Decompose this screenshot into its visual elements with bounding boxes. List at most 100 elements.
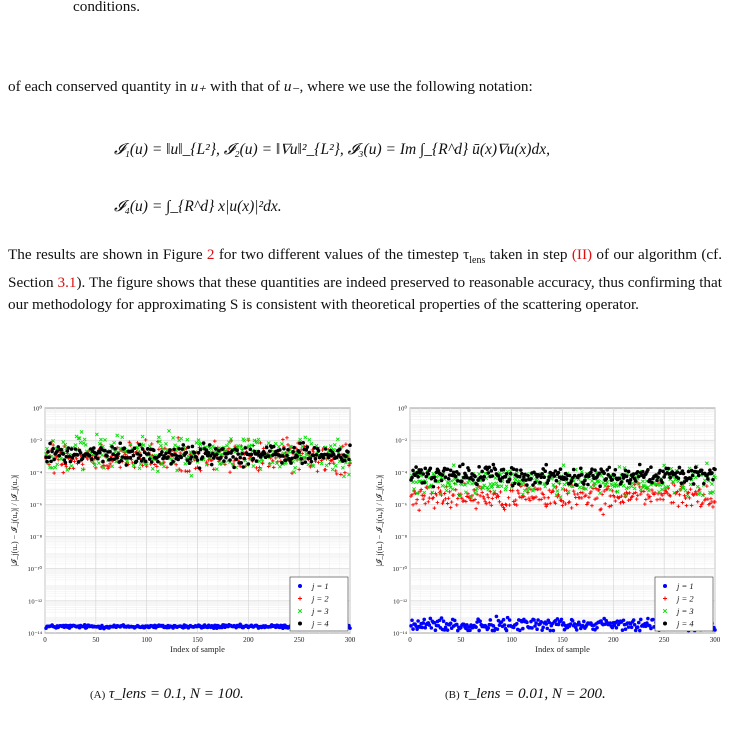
data-point	[94, 432, 99, 437]
data-point	[423, 466, 428, 471]
data-point	[234, 457, 238, 462]
data-point	[75, 453, 80, 457]
data-point	[67, 454, 72, 459]
data-point	[305, 445, 310, 449]
data-point	[556, 470, 561, 475]
y-tick-label: 10⁰	[398, 405, 408, 413]
data-point	[186, 445, 191, 450]
data-point	[144, 464, 149, 468]
data-point	[606, 472, 611, 477]
data-point	[179, 436, 184, 441]
data-point	[635, 469, 640, 474]
data-point	[607, 465, 612, 470]
data-point	[61, 452, 66, 456]
data-point	[183, 461, 188, 466]
scatter-plot-a: 10⁻¹⁴ 10⁻¹² 10⁻¹⁰ 10⁻⁸ 10⁻⁶ 10⁻⁴ 10⁻² 10⁰ 0 50 100…	[10, 405, 356, 655]
data-point	[341, 474, 346, 479]
data-point	[72, 459, 77, 464]
data-point	[461, 462, 465, 467]
data-point	[653, 490, 657, 495]
data-point	[311, 464, 316, 468]
data-point	[465, 475, 469, 480]
caption-b: (B) τ_lens = 0.01, N = 200.	[445, 686, 606, 703]
data-point	[292, 470, 297, 474]
data-point	[147, 457, 152, 461]
data-point	[643, 502, 647, 506]
data-point	[443, 625, 448, 630]
data-point	[227, 446, 231, 451]
data-point	[484, 501, 489, 506]
data-point	[617, 464, 622, 469]
data-point	[118, 441, 123, 446]
data-point	[540, 628, 544, 632]
data-point	[708, 501, 712, 506]
data-point	[623, 468, 628, 473]
data-point	[554, 478, 559, 483]
data-point	[478, 619, 482, 624]
data-point	[582, 482, 586, 486]
data-point	[559, 498, 564, 503]
data-point	[332, 442, 337, 447]
data-point	[444, 488, 449, 493]
data-point	[109, 457, 113, 461]
section-ref-link[interactable]: 3.1	[57, 274, 77, 292]
data-point	[435, 500, 440, 505]
data-point	[138, 453, 143, 458]
data-point	[601, 512, 605, 517]
data-point	[601, 480, 606, 485]
data-point	[626, 498, 631, 503]
data-point	[73, 443, 78, 447]
data-point	[545, 502, 550, 507]
data-point	[347, 463, 351, 468]
x-tick-label: 100	[506, 636, 517, 644]
data-point	[219, 452, 224, 457]
data-point	[447, 483, 452, 487]
x-tick-label: 50	[457, 636, 465, 644]
data-point	[449, 500, 454, 504]
data-point	[492, 489, 497, 494]
data-point	[281, 437, 285, 442]
data-point	[467, 468, 471, 473]
data-point	[102, 463, 106, 468]
data-point	[631, 491, 636, 496]
data-point	[452, 618, 457, 623]
data-point	[111, 452, 115, 457]
data-point	[140, 447, 145, 451]
data-point	[162, 464, 166, 469]
data-point	[103, 437, 107, 442]
data-point	[410, 475, 414, 480]
data-point	[454, 622, 459, 627]
data-point	[539, 497, 543, 502]
data-point	[496, 494, 501, 499]
data-point	[713, 500, 717, 504]
data-point	[87, 453, 92, 458]
data-point	[521, 626, 525, 631]
data-point	[504, 471, 509, 476]
data-point	[424, 474, 429, 479]
data-point	[688, 482, 693, 487]
data-point	[516, 482, 521, 486]
data-point	[422, 617, 427, 622]
data-point	[431, 471, 436, 476]
data-point	[260, 459, 265, 464]
data-point	[699, 468, 704, 473]
data-point	[656, 475, 660, 480]
data-point	[603, 501, 607, 506]
step-ref-link[interactable]: (II)	[571, 246, 593, 263]
data-point	[415, 497, 419, 502]
data-point	[706, 497, 710, 501]
figure-ref-link[interactable]: 2	[206, 246, 215, 263]
data-point	[590, 479, 594, 483]
data-point	[662, 491, 666, 496]
data-point	[457, 472, 461, 476]
data-point	[710, 482, 714, 486]
data-point	[671, 500, 676, 505]
data-point	[658, 483, 663, 488]
data-point	[310, 448, 315, 452]
data-point	[167, 429, 171, 433]
y-tick-label: 10⁻¹²	[393, 598, 407, 605]
data-point	[583, 486, 588, 491]
data-point	[115, 456, 119, 460]
data-point	[541, 467, 545, 471]
data-point	[483, 499, 488, 504]
